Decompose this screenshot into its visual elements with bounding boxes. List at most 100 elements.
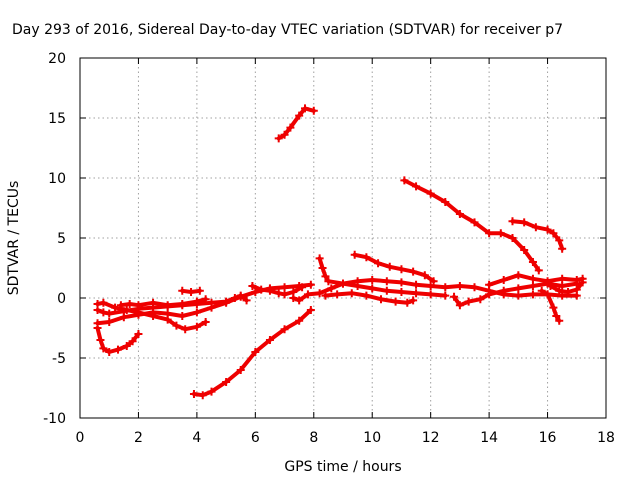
data-point [134,330,143,338]
x-tick-label: 6 [251,430,260,446]
x-tick-label: 10 [363,430,381,446]
data-point [385,262,394,271]
x-tick-label: 16 [539,430,557,446]
data-point [409,296,418,305]
data-point [412,280,421,289]
series-arc-14 [402,178,541,273]
data-point [125,300,134,308]
data-point [382,286,391,295]
data-point [543,225,552,234]
data-point [289,294,298,302]
data-point [555,236,564,245]
y-axis-label: SDTVAR / TECUs [6,181,22,296]
data-point [520,218,529,227]
data-point [420,271,429,280]
data-point [564,288,573,296]
data-point [122,342,131,350]
data-point [134,301,143,310]
data-point [207,387,216,396]
data-point [549,229,558,238]
data-point [93,300,102,308]
data-point [531,223,540,232]
data-point [534,266,543,275]
data-point [207,298,216,307]
data-point [201,295,210,304]
data-point [528,282,537,290]
data-point [192,297,201,306]
data-point [181,325,190,334]
data-point [105,348,114,356]
data-point [537,286,546,295]
data-point [295,296,304,305]
data-point [400,176,409,185]
data-point [295,316,304,325]
data-point [251,348,260,356]
data-point [397,265,406,274]
data-point [324,277,333,286]
grid-lines [80,58,606,418]
data-point [265,286,274,295]
data-point [222,378,231,386]
series-arc-1 [95,282,313,326]
data-point [578,278,587,287]
data-point [450,292,459,301]
data-point [280,130,289,139]
data-point [201,318,210,326]
data-point [412,182,421,191]
data-point [496,229,505,238]
chart-title: Day 293 of 2016, Sidereal Day-to-day VTE… [12,22,563,38]
data-point [295,111,304,120]
y-tick-label: 10 [48,171,66,187]
data-point [327,284,336,293]
data-point [543,277,552,286]
data-point [426,282,435,290]
data-point [508,234,517,242]
data-point [321,291,330,300]
data-point [99,298,108,307]
data-point [339,279,347,288]
data-point [248,282,257,290]
data-point [93,324,102,332]
data-point [528,290,537,299]
data-point [555,316,564,325]
data-point [514,284,523,293]
data-point [470,283,479,292]
data-point [397,288,406,296]
data-point [163,315,172,324]
data-point [476,295,485,304]
data-point [236,291,245,300]
y-tick-label: -5 [52,351,66,367]
data-point [426,290,435,299]
data-point [514,291,523,300]
x-axis-label: GPS time / hours [284,459,401,475]
data-point [514,271,523,280]
data-point [116,301,125,310]
plot-frame [79,57,607,419]
data-point [528,274,537,283]
data-point [236,366,245,374]
data-point [280,290,289,299]
data-point [198,391,207,400]
data-point [572,285,581,294]
data-point [333,290,342,299]
data-point [455,301,464,310]
x-tick-label: 8 [309,430,318,446]
data-point [321,272,330,281]
data-point [546,282,555,290]
data-point [470,218,479,227]
data-point [122,306,131,314]
data-point [286,123,295,132]
data-point [441,291,450,300]
data-point [192,308,201,317]
data-point [222,297,231,306]
data-point [549,303,558,312]
data-point [441,283,450,292]
data-point [309,106,318,115]
data-point [189,390,198,398]
data-point [528,258,537,266]
data-point [315,254,324,263]
data-point [230,294,239,302]
data-point [195,286,204,295]
data-point [552,312,561,320]
